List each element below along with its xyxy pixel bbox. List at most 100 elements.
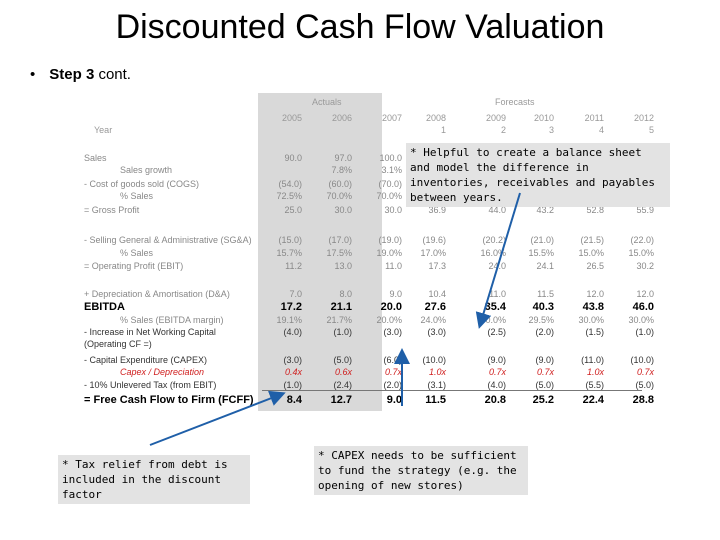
row-value: 8.0 [339, 289, 352, 299]
row-value: 0.6x [334, 367, 352, 377]
row-label: (Operating CF =) [84, 339, 152, 349]
period-header: 4 [598, 125, 604, 135]
row-value: 1.0x [428, 367, 446, 377]
row-value: 11.5 [537, 289, 554, 299]
row-value: 19.1% [276, 315, 302, 325]
row-label: % Sales [120, 248, 154, 258]
row-label: - Capital Expenditure (CAPEX) [84, 355, 208, 365]
slide-title: Discounted Cash Flow Valuation [115, 8, 605, 46]
row-value: 70.0% [326, 191, 352, 201]
callout-capex: * CAPEX needs to be sufficient to fund t… [314, 446, 528, 495]
row-label: - Increase in Net Working Capital [84, 327, 216, 337]
row-value: 25.2 [532, 394, 554, 406]
row-value: (5.0) [333, 355, 352, 365]
row-value: 28.8 [632, 394, 654, 406]
period-header: 3 [548, 125, 554, 135]
row-value: 30.0 [384, 205, 402, 215]
row-value: 0.7x [384, 367, 402, 377]
row-value: (22.0) [630, 235, 654, 245]
row-value: 15.5% [528, 248, 554, 258]
row-value: 24.0% [420, 315, 446, 325]
row-value: 30.0% [480, 315, 506, 325]
row-value: (1.0) [283, 380, 302, 390]
year-header: 2009 [485, 113, 506, 123]
row-value: 52.8 [586, 205, 604, 215]
row-value: 22.4 [582, 394, 604, 406]
row-value: 24.1 [536, 261, 554, 271]
row-value: (9.0) [535, 355, 554, 365]
row-value: 19.0% [376, 248, 402, 258]
row-value: (5.0) [535, 380, 554, 390]
period-header: 2 [500, 125, 506, 135]
row-value: 21.7% [326, 315, 352, 325]
row-value: 43.8 [582, 301, 604, 313]
row-value: (4.0) [487, 380, 506, 390]
row-label: = Gross Profit [84, 205, 140, 215]
row-value: (1.5) [585, 327, 604, 337]
row-value: (70.0) [378, 179, 402, 189]
row-value: 12.0 [586, 289, 604, 299]
row-value: (15.0) [278, 235, 302, 245]
row-value: 7.0 [289, 289, 302, 299]
row-value: 15.0% [628, 248, 654, 258]
row-value: 11.2 [285, 261, 302, 271]
row-label: - Cost of goods sold (COGS) [84, 179, 200, 189]
callout-tax-relief: * Tax relief from debt is included in th… [58, 455, 250, 504]
row-value: (21.5) [580, 235, 604, 245]
row-value: (11.0) [581, 355, 604, 365]
row-value: 55.9 [636, 205, 654, 215]
row-value: 100.0 [379, 153, 402, 163]
row-value: 97.0 [334, 153, 352, 163]
row-value: (2.4) [333, 380, 352, 390]
row-label: % Sales [120, 191, 154, 201]
row-value: (6.0) [383, 355, 402, 365]
row-value: (20.2) [482, 235, 506, 245]
row-value: (21.0) [530, 235, 554, 245]
row-value: 8.4 [286, 394, 302, 406]
bullet-step: • Step 3 cont. [30, 66, 131, 83]
year-header: 2005 [281, 113, 302, 123]
row-value: (3.0) [283, 355, 302, 365]
row-label: % Sales (EBITDA margin) [120, 315, 224, 325]
row-value: 10.4 [428, 289, 446, 299]
row-value: (3.0) [427, 327, 446, 337]
row-label: = Free Cash Flow to Firm (FCFF) [84, 394, 254, 406]
row-value: (10.0) [422, 355, 446, 365]
row-value: 0.7x [536, 367, 554, 377]
row-value: 30.2 [636, 261, 654, 271]
row-value: (19.0) [378, 235, 402, 245]
row-value: 72.5% [276, 191, 302, 201]
bullet-rest: cont. [94, 66, 131, 83]
row-value: (17.0) [328, 235, 352, 245]
row-value: (1.0) [635, 327, 654, 337]
row-value: 17.5% [326, 248, 352, 258]
row-value: 11.5 [425, 394, 446, 406]
row-value: 17.2 [280, 301, 302, 313]
row-value: 12.7 [330, 394, 352, 406]
row-value: 36.9 [428, 205, 446, 215]
row-value: (10.0) [630, 355, 654, 365]
row-value: (5.0) [635, 380, 654, 390]
year-header: 2007 [381, 113, 402, 123]
dcf-table: Actuals Forecasts Year 2005 2006 2007 2008 2… [82, 93, 654, 413]
row-label: Sales growth [120, 165, 173, 175]
row-value: (2.0) [535, 327, 554, 337]
row-value: 46.0 [632, 301, 654, 313]
row-value: 11.0 [489, 289, 506, 299]
forecasts-header: Forecasts [495, 97, 535, 107]
row-value: 13.0 [334, 261, 352, 271]
period-header: 1 [440, 125, 446, 135]
year-header: 2011 [584, 113, 604, 123]
row-value: 30.0% [628, 315, 654, 325]
period-header: 5 [648, 125, 654, 135]
year-header: 2008 [425, 113, 446, 123]
row-label: Capex / Depreciation [120, 367, 205, 377]
row-value: 15.7% [276, 248, 302, 258]
total-rule [262, 390, 642, 391]
row-value: 17.3 [428, 261, 446, 271]
row-value: 15.0% [578, 248, 604, 258]
row-value: 21.1 [330, 301, 352, 313]
row-value: (2.0) [383, 380, 402, 390]
row-value: 3.1% [381, 165, 402, 175]
row-value: 27.6 [424, 301, 446, 313]
